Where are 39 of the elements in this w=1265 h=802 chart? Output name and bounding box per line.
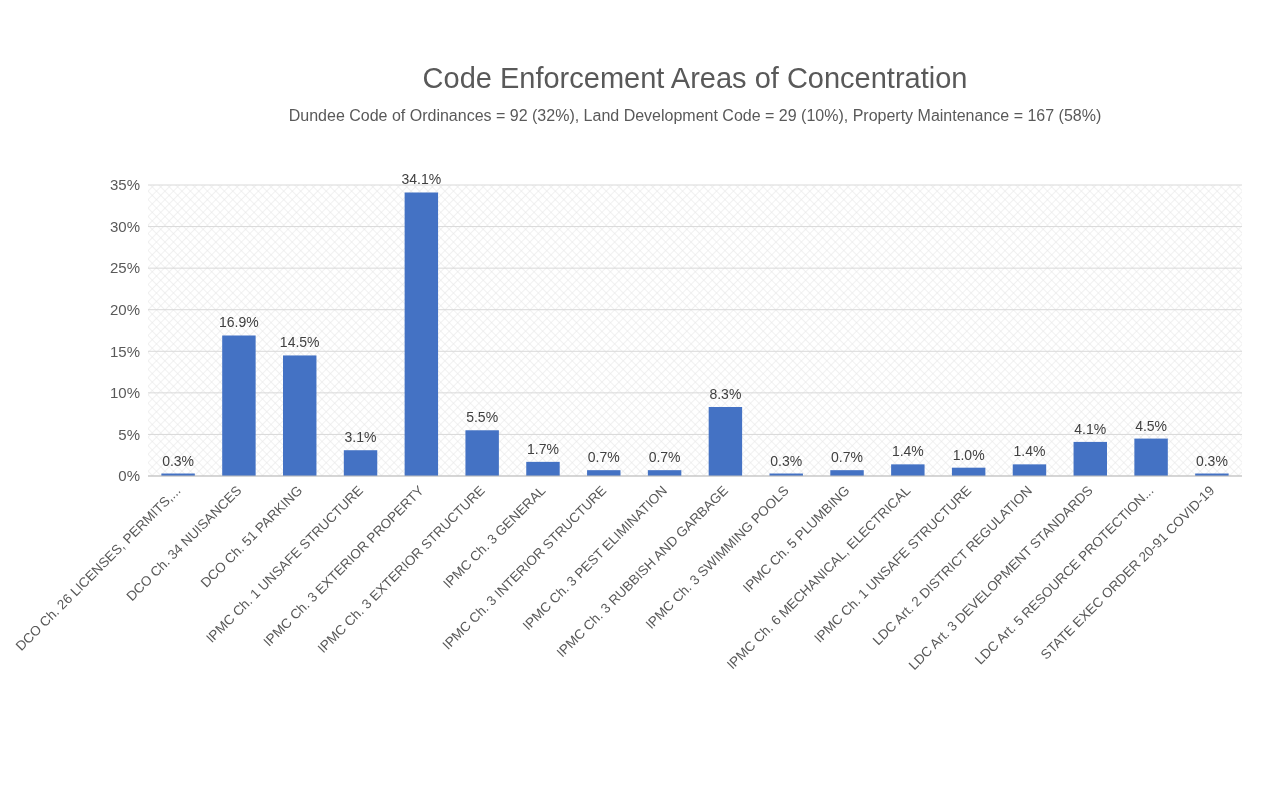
- chart-subtitle: Dundee Code of Ordinances = 92 (32%), Land Development Code = 29 (10%), Property Maintenance = 167 (58%): [288, 107, 1102, 124]
- data-label: 0.7%: [648, 449, 681, 466]
- data-label: 0.3%: [162, 452, 195, 469]
- data-label: 0.7%: [831, 449, 863, 466]
- data-label: 4.5%: [1135, 417, 1168, 434]
- bar: [465, 430, 499, 476]
- y-tick-label: 15%: [109, 342, 140, 360]
- y-tick-label: 30%: [109, 217, 140, 235]
- bar: [708, 406, 743, 476]
- data-label: 1.4%: [891, 443, 924, 460]
- bar: [526, 461, 560, 476]
- y-tick-label: 10%: [109, 384, 140, 402]
- bar: [1134, 438, 1168, 476]
- data-label: 3.1%: [344, 429, 377, 446]
- y-tick-label: 20%: [109, 300, 140, 318]
- bar: [404, 192, 439, 476]
- data-label: 4.1%: [1074, 420, 1107, 437]
- bar: [343, 450, 378, 476]
- data-label: 0.3%: [770, 452, 803, 469]
- bar: [891, 464, 925, 476]
- data-label: 14.5%: [279, 334, 320, 351]
- y-tick-label: 5%: [118, 425, 140, 443]
- data-label: 0.3%: [1195, 452, 1228, 469]
- data-label: 34.1%: [401, 171, 442, 188]
- chart-title: Code Enforcement Areas of Concentration: [422, 62, 968, 94]
- data-label: 5.5%: [466, 409, 499, 426]
- bar: [222, 335, 256, 476]
- bar: [1012, 464, 1047, 476]
- y-tick-label: 35%: [109, 176, 140, 194]
- data-label: 1.7%: [527, 440, 559, 457]
- data-label: 16.9%: [219, 314, 259, 331]
- data-label: 1.0%: [952, 446, 985, 463]
- y-tick-label: 0%: [118, 467, 140, 485]
- data-label: 8.3%: [709, 385, 742, 402]
- bar: [283, 355, 317, 476]
- y-tick-label: 25%: [109, 259, 140, 277]
- data-label: 1.4%: [1013, 443, 1046, 460]
- bar: [1073, 441, 1107, 476]
- data-label: 0.7%: [587, 449, 620, 466]
